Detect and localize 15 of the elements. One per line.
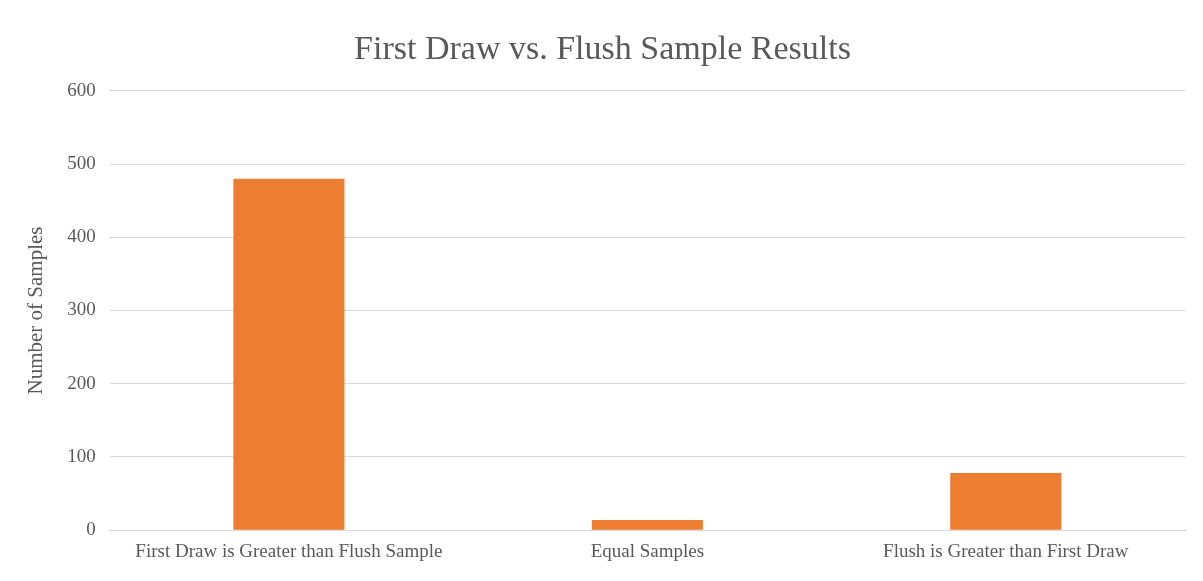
x-tick-label: Flush is Greater than First Draw xyxy=(883,539,1129,561)
y-tick-label: 100 xyxy=(67,444,96,466)
x-tick-label: First Draw is Greater than Flush Sample xyxy=(135,539,443,561)
y-tick-label: 500 xyxy=(67,152,96,174)
bar xyxy=(591,519,703,530)
y-tick-label: 400 xyxy=(67,225,96,247)
bar xyxy=(950,473,1062,530)
y-axis-title: Number of Samples xyxy=(23,226,48,395)
bar xyxy=(233,178,345,530)
y-tick-label: 200 xyxy=(67,371,96,393)
y-tick-label: 0 xyxy=(86,518,96,540)
y-tick-label: 300 xyxy=(67,298,96,320)
x-tick-label: Equal Samples xyxy=(590,539,705,561)
y-tick-label: 600 xyxy=(67,78,96,100)
chart-title: First Draw vs. Flush Sample Results xyxy=(354,29,851,67)
